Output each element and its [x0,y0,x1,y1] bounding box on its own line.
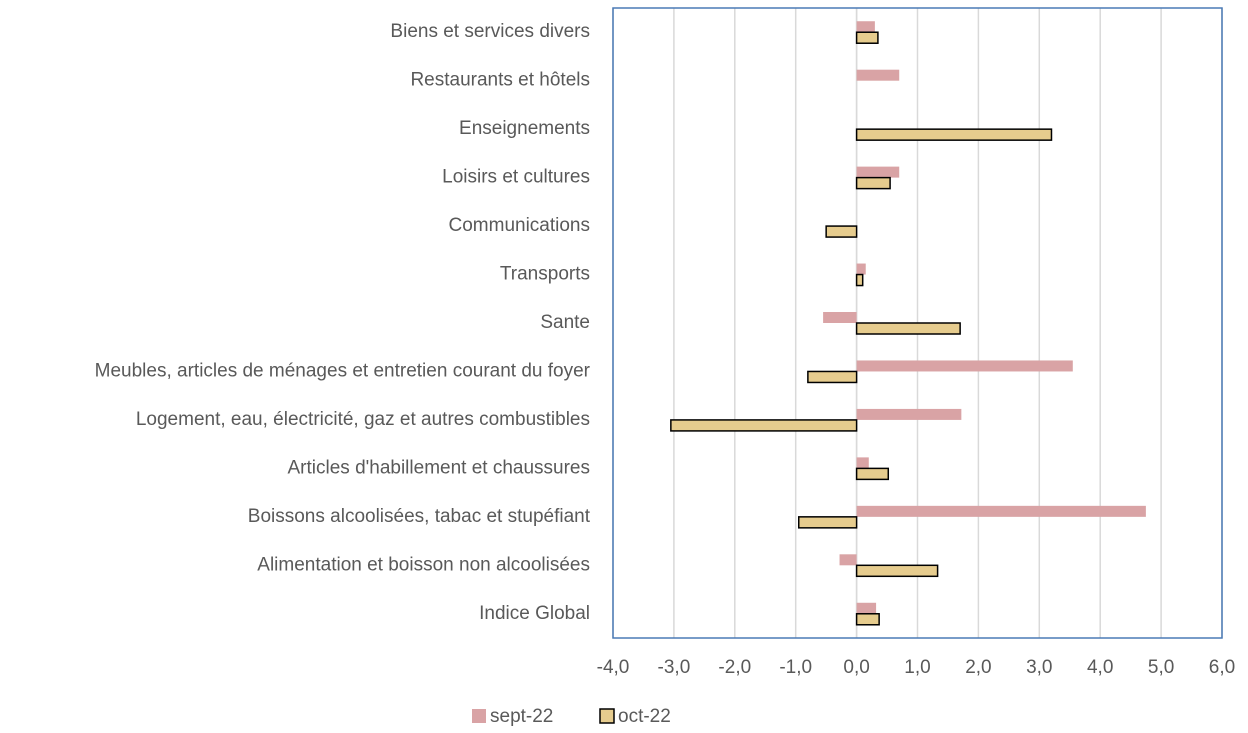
bar [856,166,900,178]
bar [855,273,864,287]
bar [807,370,858,384]
y-tick-label: Boissons alcoolisées, tabac et stupéfian… [248,506,591,527]
legend-label: oct-22 [618,706,671,727]
y-tick-label: Restaurants et hôtels [410,70,590,91]
y-tick-label: Biens et services divers [390,21,590,42]
legend-swatch [472,709,486,723]
x-tick-label: 4,0 [1087,657,1113,678]
y-tick-label: Loisirs et cultures [442,167,590,188]
bar [823,312,857,323]
x-tick-label: -4,0 [597,657,630,678]
legend-swatch [599,708,615,724]
y-tick-label: Enseignements [459,118,590,139]
bar [855,613,880,626]
bar [856,408,962,420]
y-tick-label: Articles d'habillement et chaussures [288,457,591,478]
bar [855,176,891,190]
bar [855,322,961,335]
y-tick-label: Sante [540,312,590,333]
bar [856,360,1073,372]
x-tick-label: 3,0 [1026,657,1052,678]
x-tick-label: 5,0 [1148,657,1174,678]
y-tick-label: Alimentation et boisson non alcoolisées [257,554,590,575]
bar [825,225,858,238]
x-tick-label: 6,0 [1209,657,1235,678]
x-tick-label: -2,0 [718,657,751,678]
plot-border [612,7,1223,639]
bar [855,467,890,481]
bar [856,602,877,614]
y-tick-label: Logement, eau, électricité, gaz et autre… [136,409,590,430]
bar [670,419,858,432]
y-tick-label: Communications [449,215,591,236]
bar [855,31,879,44]
bar [855,564,939,578]
bar [856,457,869,469]
bar [856,21,875,33]
x-tick-label: -3,0 [658,657,691,678]
x-tick-label: 1,0 [904,657,930,678]
bar [855,128,1053,141]
x-tick-label: 0,0 [843,657,869,678]
bar [856,69,900,81]
bar [856,263,866,275]
bar [839,554,857,566]
legend-label: sept-22 [490,706,553,727]
bar [856,505,1146,517]
x-tick-label: -1,0 [779,657,812,678]
y-tick-label: Meubles, articles de ménages et entretie… [95,360,591,381]
x-tick-label: 2,0 [965,657,991,678]
bar [797,516,858,529]
y-tick-label: Indice Global [479,603,590,624]
y-tick-label: Transports [500,264,590,285]
